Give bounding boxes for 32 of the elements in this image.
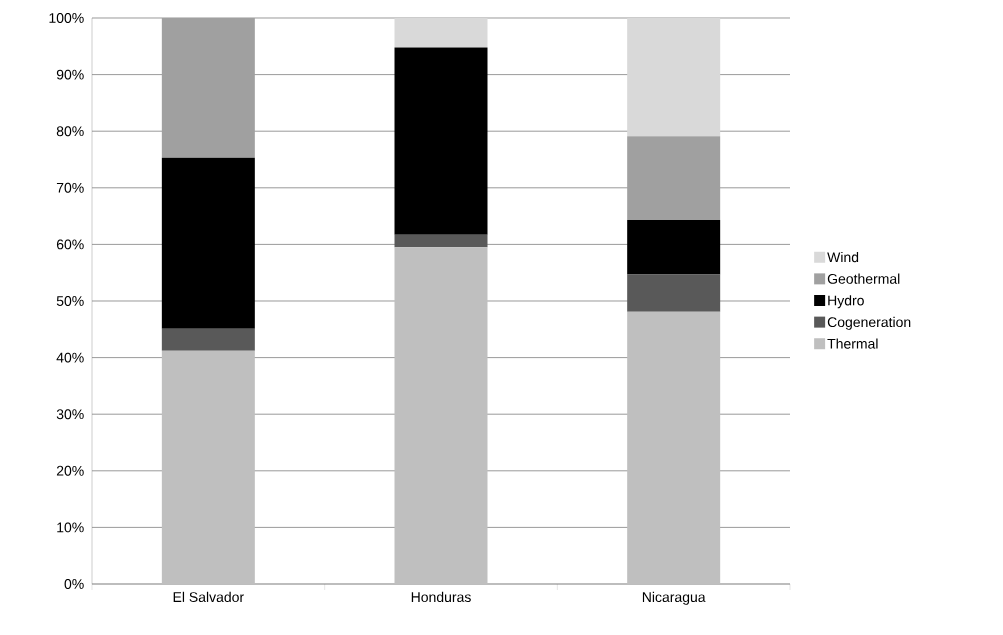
y-tick-label: 10% bbox=[57, 522, 84, 533]
legend-label: Hydro bbox=[828, 295, 864, 309]
bar bbox=[627, 136, 721, 221]
x-tick-label: El Salvador bbox=[173, 591, 244, 603]
y-tick-label: 80% bbox=[56, 126, 84, 137]
bar bbox=[161, 328, 255, 351]
y-tick-label: 30% bbox=[56, 409, 84, 420]
bar bbox=[627, 17, 721, 137]
legend-label: Wind bbox=[827, 251, 859, 263]
y-tick-label: 70% bbox=[56, 182, 84, 193]
y-tick-label: 20% bbox=[56, 465, 84, 476]
bar bbox=[161, 157, 255, 329]
bar bbox=[394, 234, 488, 248]
bar bbox=[161, 350, 255, 584]
bar bbox=[627, 311, 721, 584]
y-tick-label: 50% bbox=[56, 296, 84, 306]
bar bbox=[161, 17, 255, 158]
y-tick-label: 40% bbox=[56, 352, 84, 363]
y-tick-label: 90% bbox=[56, 69, 84, 80]
legend-label: Thermal bbox=[827, 338, 878, 349]
x-tick-label: Nicaragua bbox=[642, 591, 706, 605]
y-tick-label: 100% bbox=[49, 13, 84, 23]
bar bbox=[627, 274, 721, 312]
bar bbox=[627, 220, 721, 275]
legend-label: Geothermal bbox=[827, 273, 900, 284]
y-tick-label: 60% bbox=[56, 239, 84, 250]
legend-label: Cogeneration bbox=[827, 316, 911, 330]
bar bbox=[394, 247, 488, 584]
bar bbox=[394, 47, 488, 235]
x-tick-label: Honduras bbox=[411, 591, 471, 603]
bar bbox=[394, 17, 488, 48]
y-tick-label: 0% bbox=[64, 579, 84, 589]
